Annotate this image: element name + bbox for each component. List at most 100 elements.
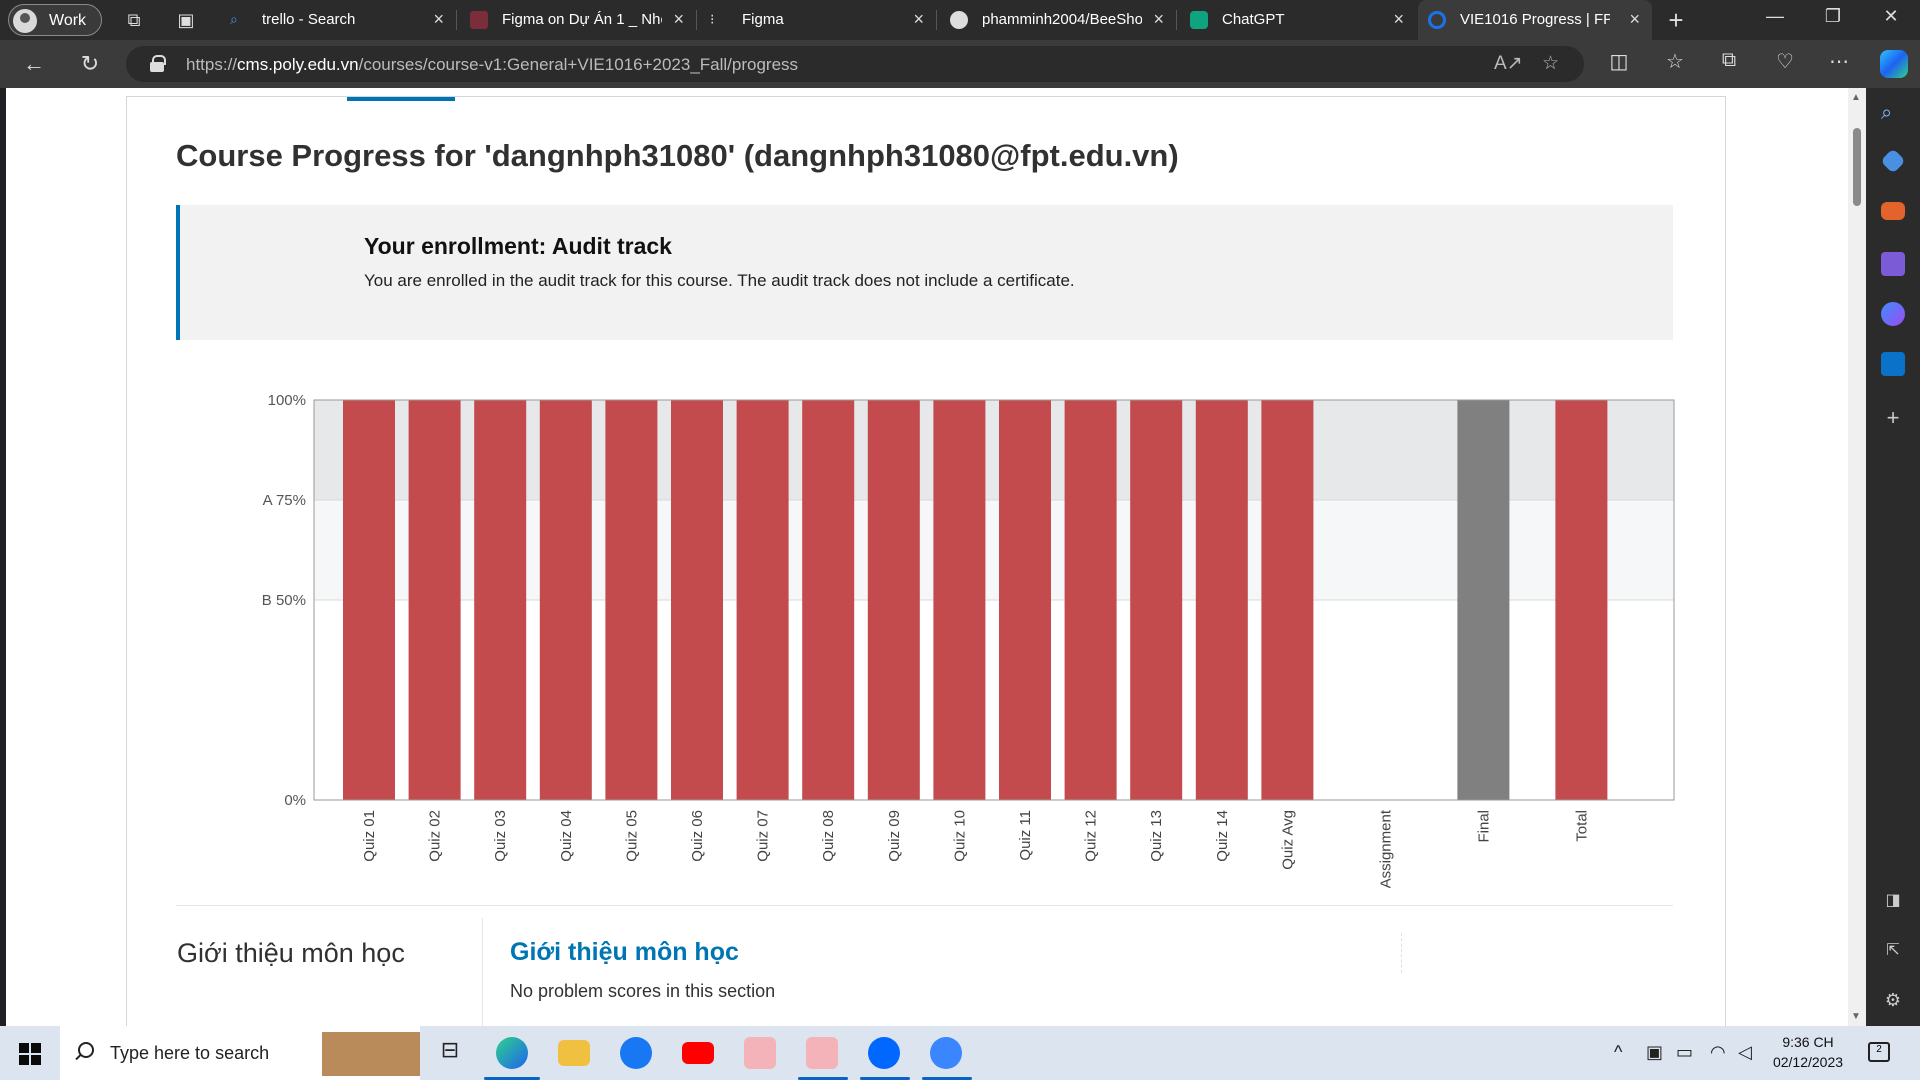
grade-chart: 100% A 75% B 50% 0% Quiz 01 Quiz 02 Quiz 03 Qui… <box>176 368 1676 888</box>
search-highlight-image <box>322 1032 420 1076</box>
new-tab-icon[interactable]: + <box>1664 8 1688 32</box>
app-icon-1[interactable] <box>744 1037 776 1069</box>
subsection-title-link[interactable]: Giới thiệu môn học <box>510 938 739 967</box>
games-icon[interactable] <box>1881 252 1905 276</box>
close-tab-icon[interactable]: × <box>1153 9 1164 30</box>
youtube-icon[interactable] <box>682 1042 714 1064</box>
tools-icon[interactable] <box>1881 202 1905 220</box>
x-tick-label: Quiz 14 <box>1214 810 1231 862</box>
add-sidebar-app-icon[interactable]: + <box>1881 406 1905 430</box>
tab-figma[interactable]: ⁝ Figma × <box>700 0 936 40</box>
facebook-icon[interactable] <box>620 1037 652 1069</box>
profile-button[interactable]: Work <box>8 4 102 36</box>
settings-gear-icon[interactable]: ⚙ <box>1881 990 1905 1014</box>
web-page: Course Progress for 'dangnhph31080' (dan… <box>6 88 1848 1026</box>
bar-quiz-11 <box>999 400 1051 800</box>
edge-sidebar: ⌕ + ◨ ⇱ ⚙ <box>1866 88 1920 1026</box>
y-tick-label: 0% <box>284 792 306 809</box>
close-tab-icon[interactable]: × <box>433 9 444 30</box>
enrollment-heading: Your enrollment: Audit track <box>364 233 672 260</box>
scroll-down-icon[interactable]: ▼ <box>1851 1011 1861 1022</box>
windows-start-icon[interactable] <box>19 1043 41 1065</box>
meet-icon[interactable]: ▣ <box>1646 1042 1663 1063</box>
y-tick-label: 100% <box>268 392 306 409</box>
microsoft-365-icon[interactable] <box>1881 302 1905 326</box>
close-tab-icon[interactable]: × <box>1629 9 1640 30</box>
system-clock[interactable]: 9:36 CH 02/12/2023 <box>1768 1032 1848 1072</box>
close-tab-icon[interactable]: × <box>1393 9 1404 30</box>
scroll-thumb[interactable] <box>1853 128 1861 206</box>
app-icon-2[interactable] <box>806 1037 838 1069</box>
figma-favicon-icon <box>470 11 488 29</box>
shopping-tag-icon[interactable] <box>1880 148 1905 173</box>
browser-essentials-icon[interactable]: ♡ <box>1770 49 1800 74</box>
figma-logo-icon: ⁝ <box>710 11 728 29</box>
tab-chatgpt[interactable]: ChatGPT × <box>1180 0 1416 40</box>
back-arrow-icon[interactable]: ← <box>20 50 48 78</box>
hide-sidebar-icon[interactable]: ◨ <box>1881 890 1905 914</box>
x-tick-label: Quiz 06 <box>689 810 706 862</box>
app-store-icon[interactable] <box>930 1037 962 1069</box>
close-tab-icon[interactable]: × <box>913 9 924 30</box>
bar-quiz-avg <box>1261 400 1313 800</box>
battery-icon[interactable]: ▭ <box>1676 1042 1693 1063</box>
scroll-up-icon[interactable]: ▲ <box>1851 92 1861 103</box>
notification-center-icon[interactable]: 2 <box>1868 1042 1890 1062</box>
windows-taskbar: Type here to search ⊟ ^ ▣ ▭ ◠ ◁ 9:36 CH … <box>0 1026 1920 1080</box>
bar-quiz-06 <box>671 400 723 800</box>
url-text[interactable]: https://cms.poly.edu.vn/courses/course-v… <box>186 55 798 75</box>
github-icon <box>950 11 968 29</box>
bar-total <box>1555 400 1607 800</box>
column-divider <box>1401 933 1402 973</box>
external-link-icon[interactable]: ⇱ <box>1881 940 1905 964</box>
page-scrollbar[interactable]: ▲ ▼ <box>1848 88 1866 1026</box>
x-tick-label: Quiz 09 <box>886 810 903 862</box>
restore-icon[interactable]: ❐ <box>1810 6 1856 27</box>
copilot-icon[interactable] <box>1880 50 1908 78</box>
bar-quiz-08 <box>802 400 854 800</box>
more-options-icon[interactable]: ⋯ <box>1824 49 1854 74</box>
volume-icon[interactable]: ◁ <box>1738 1042 1752 1063</box>
profile-label: Work <box>49 12 86 30</box>
close-window-icon[interactable]: ✕ <box>1868 6 1914 27</box>
split-screen-icon[interactable]: ◫ <box>1604 49 1634 74</box>
avatar-icon <box>13 9 37 33</box>
bar-quiz-10 <box>933 400 985 800</box>
close-tab-icon[interactable]: × <box>673 9 684 30</box>
file-explorer-icon[interactable] <box>558 1040 590 1066</box>
wifi-icon[interactable]: ◠ <box>1710 1042 1726 1063</box>
loading-favicon-icon <box>1428 11 1446 29</box>
favorite-star-icon[interactable]: ☆ <box>1542 52 1559 75</box>
x-tick-label: Quiz 01 <box>361 810 378 862</box>
search-icon[interactable]: ⌕ <box>1881 102 1905 126</box>
y-tick-label: A 75% <box>263 492 306 509</box>
tab-trello-search[interactable]: ⌕ trello - Search × <box>220 0 456 40</box>
task-view-icon[interactable]: ⊟ <box>434 1037 466 1069</box>
tab-github[interactable]: phamminh2004/BeeSho × <box>940 0 1176 40</box>
search-favicon-icon: ⌕ <box>230 11 248 29</box>
edge-app-icon[interactable] <box>496 1037 528 1069</box>
workspaces-icon[interactable]: ⧉ <box>122 8 146 32</box>
address-bar[interactable]: https://cms.poly.edu.vn/courses/course-v… <box>126 46 1584 82</box>
browser-tab-strip: Work ⧉ ▣ ⌕ trello - Search × Figma on Dự… <box>0 0 1920 40</box>
tab-figma-project[interactable]: Figma on Dự Án 1 _ Nhó × <box>460 0 696 40</box>
bar-quiz-07 <box>737 400 789 800</box>
x-tick-label: Quiz 11 <box>1017 810 1034 861</box>
collections-icon[interactable]: ⧉ <box>1714 49 1744 72</box>
zalo-icon[interactable] <box>868 1037 900 1069</box>
bar-quiz-14 <box>1196 400 1248 800</box>
read-aloud-icon[interactable]: A↗ <box>1494 52 1523 75</box>
x-tick-label: Total <box>1573 810 1590 842</box>
tab-course-progress[interactable]: VIE1016 Progress | FPT P × <box>1418 0 1652 40</box>
x-tick-label: Quiz 02 <box>427 810 444 862</box>
refresh-icon[interactable]: ↻ <box>76 50 104 78</box>
enrollment-banner: Your enrollment: Audit track You are enr… <box>176 205 1673 340</box>
show-hidden-icons-icon[interactable]: ^ <box>1614 1042 1622 1063</box>
tab-actions-icon[interactable]: ▣ <box>174 8 198 32</box>
y-tick-label: B 50% <box>262 592 306 609</box>
minimize-icon[interactable]: — <box>1752 6 1798 27</box>
bar-quiz-03 <box>474 400 526 800</box>
outlook-icon[interactable] <box>1881 352 1905 376</box>
taskbar-search[interactable]: Type here to search <box>60 1026 420 1080</box>
favorites-icon[interactable]: ☆ <box>1660 49 1690 74</box>
